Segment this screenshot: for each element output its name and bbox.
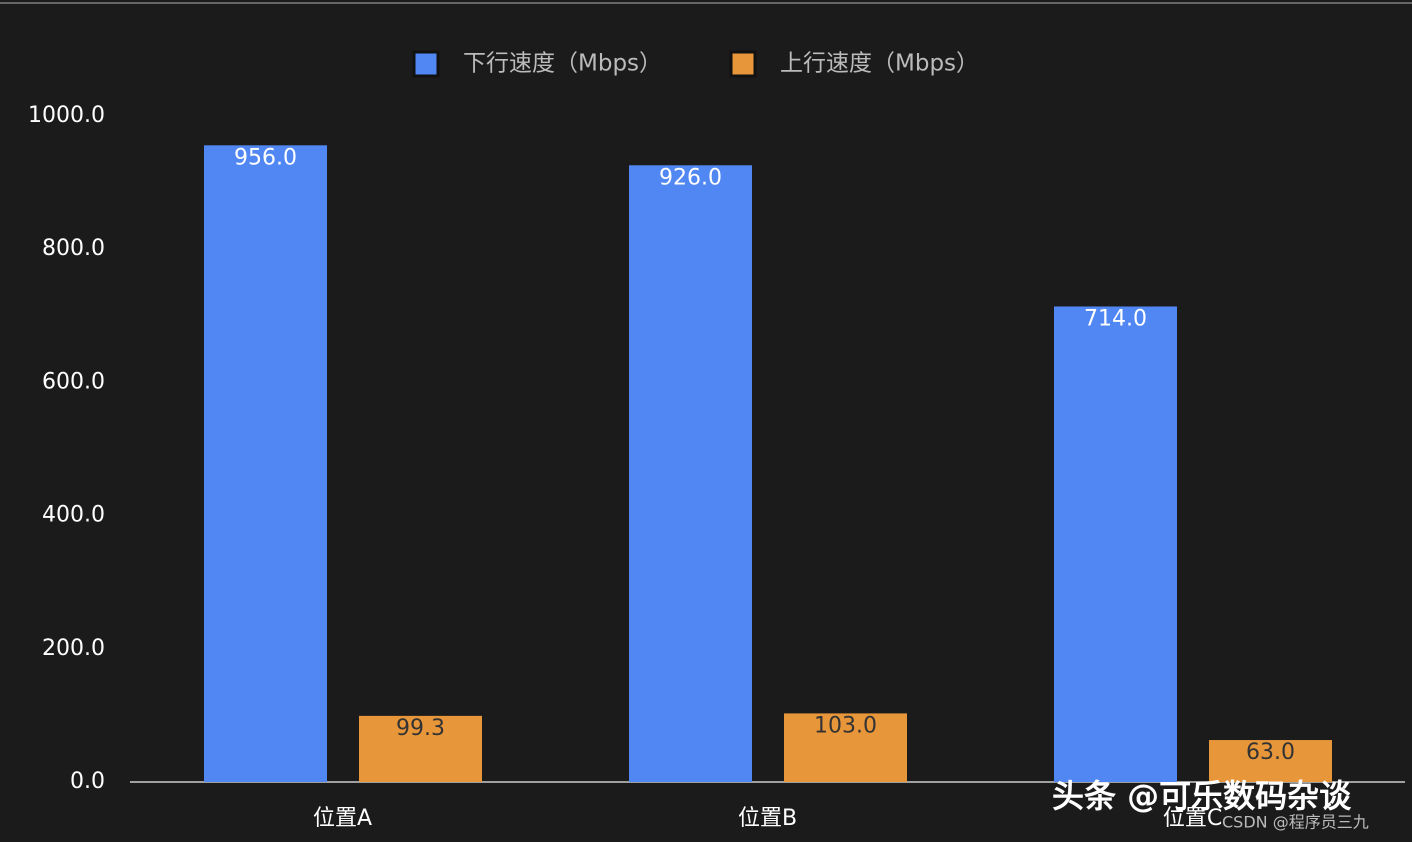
y-tick-label: 0.0 [70, 769, 105, 794]
value-label: 63.0 [1246, 740, 1295, 765]
bar [204, 145, 327, 782]
y-tick-label: 600.0 [42, 369, 105, 394]
legend-swatch [729, 50, 757, 78]
value-label: 956.0 [234, 145, 297, 170]
watermark: CSDN @程序员三九 [1222, 813, 1369, 832]
bar [1209, 740, 1332, 782]
legend-label: 上行速度（Mbps） [780, 51, 979, 77]
x-tick-label: 位置C [1163, 806, 1222, 831]
bar [359, 715, 482, 782]
legend-label: 下行速度（Mbps） [463, 51, 662, 77]
bar [784, 713, 907, 782]
y-tick-label: 400.0 [42, 503, 105, 528]
x-tick-label: 位置A [313, 806, 372, 831]
watermark: 头条 @可乐数码杂谈 [1052, 777, 1352, 815]
bar [629, 165, 752, 782]
bar [1054, 306, 1177, 782]
y-tick-label: 800.0 [42, 236, 105, 261]
value-label: 714.0 [1084, 306, 1147, 331]
y-tick-label: 1000.0 [28, 103, 105, 128]
value-label: 103.0 [814, 713, 877, 738]
value-label: 926.0 [659, 165, 722, 190]
x-tick-label: 位置B [738, 806, 797, 831]
value-label: 99.3 [396, 716, 445, 741]
legend-swatch [412, 50, 440, 78]
y-tick-label: 200.0 [42, 636, 105, 661]
